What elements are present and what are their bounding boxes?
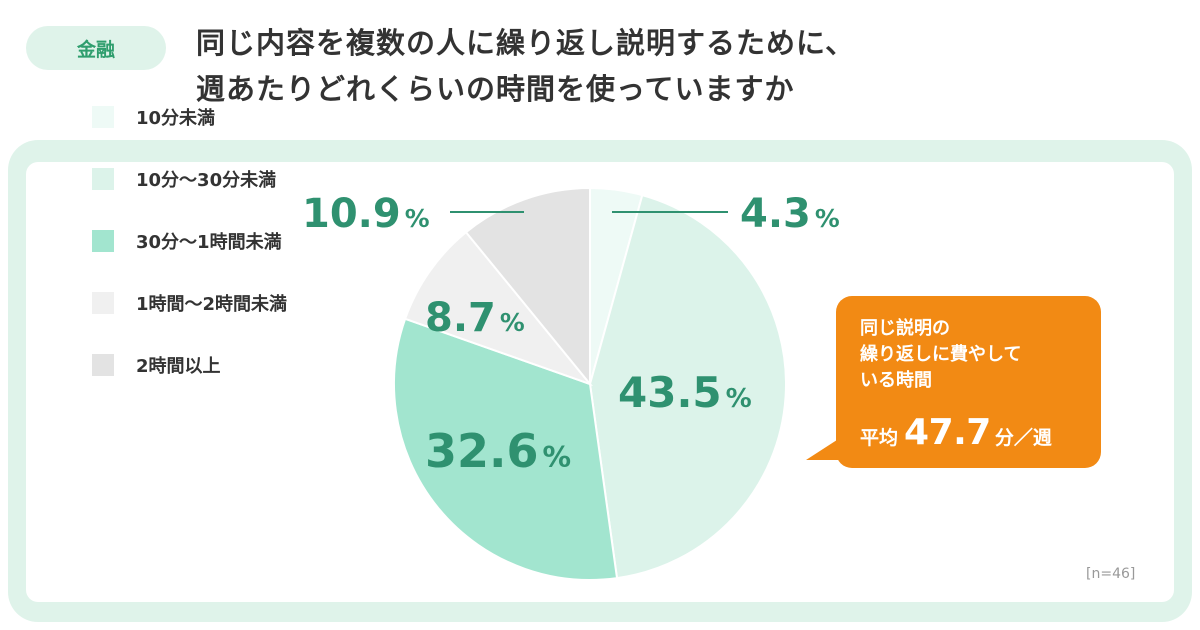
legend-item: 10分未満 xyxy=(92,104,287,130)
average-callout: 同じ説明の 繰り返しに費やして いる時間 平均 47.7 分／週 xyxy=(836,296,1101,468)
pie-slice-4 xyxy=(464,186,591,387)
data-label-value: 43.5 xyxy=(618,368,722,417)
callout-description: 同じ説明の 繰り返しに費やして いる時間 xyxy=(860,316,1021,394)
average-unit: 分／週 xyxy=(994,427,1052,449)
pie-slice-2 xyxy=(393,317,619,581)
legend-label: 10分未満 xyxy=(136,108,216,129)
legend-item: 1時間〜2時間未満 xyxy=(92,290,287,316)
callout-line-2: 繰り返しに費やして xyxy=(860,344,1022,365)
legend-swatch xyxy=(92,354,114,376)
percent-sign: % xyxy=(814,204,840,233)
callout-line-1: 同じ説明の xyxy=(860,318,950,339)
category-tag: 金融 xyxy=(26,26,166,70)
legend-item: 10分〜30分未満 xyxy=(92,166,287,192)
data-label-value: 8.7 xyxy=(425,295,496,341)
percent-sign: % xyxy=(404,204,430,233)
data-label-slice-4: 10.9% xyxy=(302,194,430,234)
callout-average: 平均 47.7 分／週 xyxy=(860,412,1052,453)
data-label-value: 32.6 xyxy=(425,424,539,478)
title-line-1: 同じ内容を複数の人に繰り返し説明するために、 xyxy=(196,26,856,60)
callout-tail xyxy=(806,438,840,460)
percent-sign: % xyxy=(725,384,752,414)
legend-swatch xyxy=(92,292,114,314)
callout-line-3: いる時間 xyxy=(860,370,932,391)
legend-item: 30分〜1時間未満 xyxy=(92,228,287,254)
data-label-slice-3: 8.7% xyxy=(425,298,525,338)
page-title: 同じ内容を複数の人に繰り返し説明するために、 週あたりどれくらいの時間を使ってい… xyxy=(196,20,855,112)
data-label-value: 10.9 xyxy=(302,191,401,237)
legend-label: 10分〜30分未満 xyxy=(136,170,277,191)
legend-item: 2時間以上 xyxy=(92,352,287,378)
legend-label: 1時間〜2時間未満 xyxy=(136,294,288,315)
percent-sign: % xyxy=(542,441,572,474)
data-label-slice-1: 43.5% xyxy=(618,372,752,414)
pie-slice-3 xyxy=(403,230,594,387)
legend-label: 30分〜1時間未満 xyxy=(136,232,282,253)
legend-swatch xyxy=(92,230,114,252)
data-label-value: 4.3 xyxy=(740,191,811,237)
average-label: 平均 xyxy=(860,427,899,449)
legend-swatch xyxy=(92,106,114,128)
legend-label: 2時間以上 xyxy=(136,356,221,377)
average-value: 47.7 xyxy=(904,412,991,453)
data-label-slice-2: 32.6% xyxy=(425,428,571,474)
title-line-2: 週あたりどれくらいの時間を使っていますか xyxy=(196,72,795,106)
percent-sign: % xyxy=(499,308,525,337)
pie-slice-1 xyxy=(588,193,787,580)
chart-legend: 10分未満 10分〜30分未満 30分〜1時間未満 1時間〜2時間未満 2時間以… xyxy=(92,104,287,414)
data-label-slice-0: 4.3% xyxy=(740,194,840,234)
sample-size-note: [n=46] xyxy=(1086,566,1136,582)
legend-swatch xyxy=(92,168,114,190)
